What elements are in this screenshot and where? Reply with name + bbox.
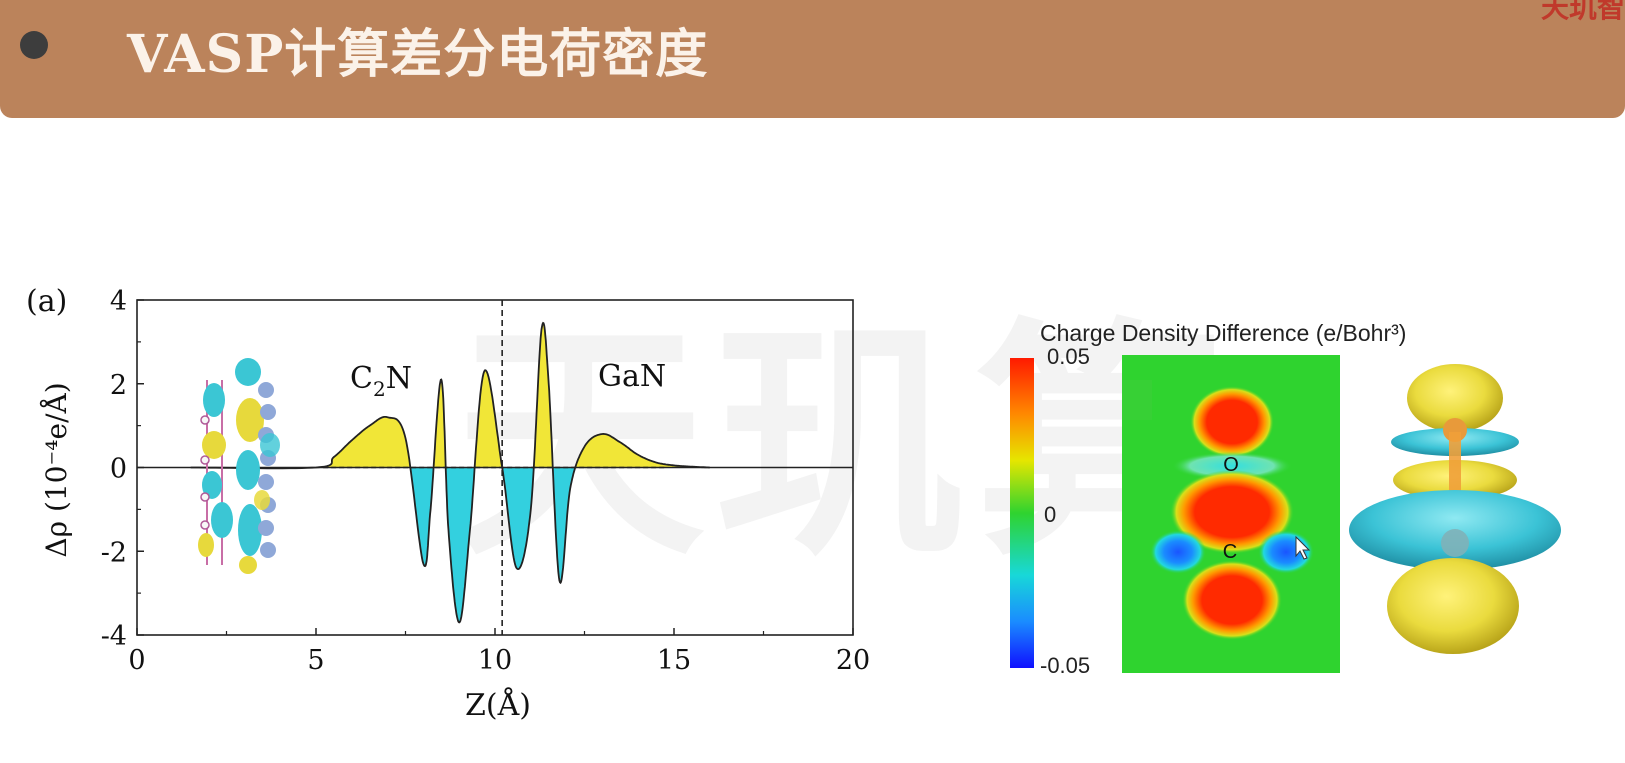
atom-label-o: O [1223, 454, 1239, 476]
atom-label-c: C [1223, 541, 1237, 563]
heatmap-slice: O C [1122, 355, 1340, 673]
x-tick-label: 0 [128, 645, 145, 676]
colorbar [1010, 358, 1034, 668]
heatmap-title: Charge Density Difference (e/Bohr³) [1040, 320, 1407, 346]
panel-label: (a) [26, 284, 68, 319]
annotation-gan: GaN [598, 359, 666, 394]
y-axis-label: Δρ (10⁻⁴e/Å) [40, 382, 73, 557]
x-tick-label: 5 [307, 645, 324, 676]
x-tick-label: 20 [836, 645, 870, 676]
y-tick-label: 4 [110, 286, 127, 317]
bullet-dot [20, 31, 48, 59]
watermark: 天玑算 [455, 295, 1235, 589]
brand-corner-text: 天玑智 [1540, 0, 1625, 24]
x-axis-label: Z(Å) [465, 687, 531, 723]
mouse-cursor-icon [1295, 535, 1311, 560]
y-tick-label: 2 [110, 370, 127, 401]
y-tick-label: 0 [110, 454, 127, 485]
slide-header: VASP计算差分电荷密度 天玑智 [0, 0, 1625, 118]
y-tick-label: -2 [101, 537, 127, 568]
colorbar-max-label: 0.05 [1047, 344, 1090, 369]
slide-title: VASP计算差分电荷密度 [127, 24, 709, 85]
y-tick-label: -4 [101, 621, 127, 652]
annotation-c2n: C2N [350, 361, 412, 401]
isosurface-rendering [1349, 364, 1561, 654]
series-line [190, 321, 710, 624]
colorbar-mid-label: 0 [1044, 502, 1057, 527]
x-tick-label: 10 [478, 645, 512, 676]
colorbar-min-label: -0.05 [1040, 653, 1091, 678]
x-tick-label: 15 [657, 645, 691, 676]
c2n-gan-structure-illustration [198, 358, 280, 574]
